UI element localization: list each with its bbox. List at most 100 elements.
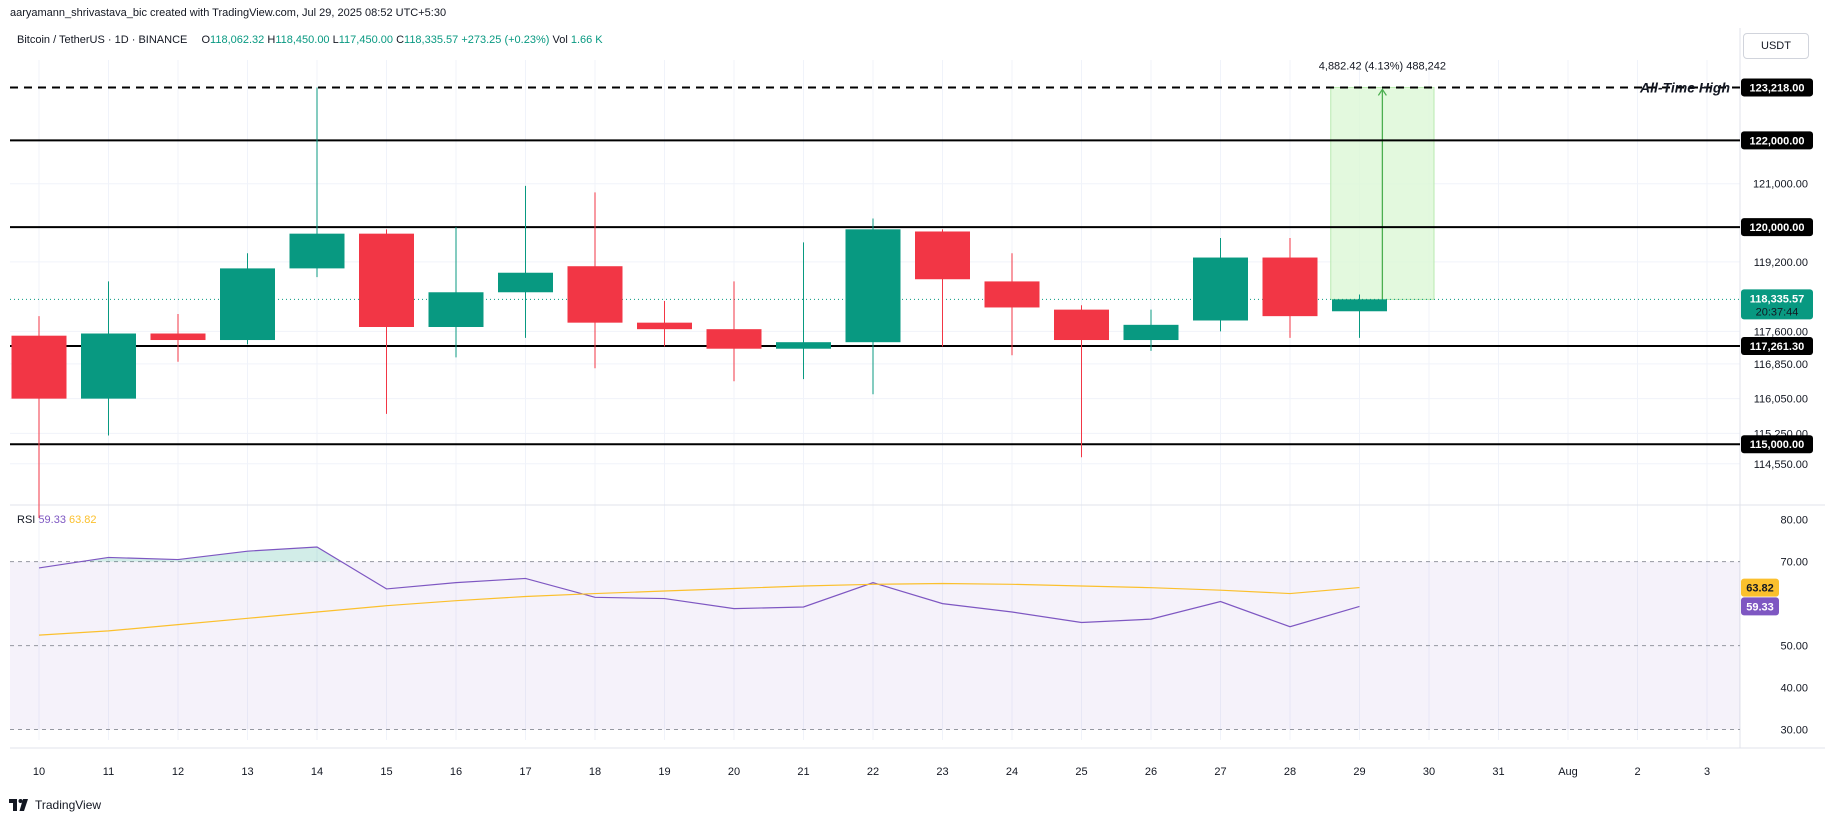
tradingview-logo-icon xyxy=(9,799,28,811)
currency-selector[interactable]: USDT xyxy=(1743,33,1809,59)
time-axis-tick: 27 xyxy=(1214,766,1226,778)
rsi-axis-tick: 70.00 xyxy=(1780,557,1808,569)
level-price-tag-label: 120,000.00 xyxy=(1749,222,1804,234)
rsi-axis-tick: 80.00 xyxy=(1780,515,1808,527)
candle-body[interactable] xyxy=(567,266,623,323)
low-label: L xyxy=(332,34,339,46)
rsi-ma-legend-value: 63.82 xyxy=(69,514,97,526)
price-range-label: 4,882.42 (4.13%) 488,242 xyxy=(1319,60,1446,72)
time-axis-tick: 28 xyxy=(1284,766,1296,778)
time-axis-tick: 22 xyxy=(867,766,879,778)
symbol-legend: Bitcoin / TetherUS · 1D · BINANCE O118,0… xyxy=(17,34,603,46)
candle-body[interactable] xyxy=(776,342,831,349)
high-value: 118,450.00 xyxy=(275,34,330,46)
time-axis-tick: 23 xyxy=(936,766,948,778)
candle-body[interactable] xyxy=(11,335,67,399)
time-axis-tick: 2 xyxy=(1634,766,1640,778)
change-value: +273.25 (+0.23%) xyxy=(461,34,550,46)
time-axis-tick: 15 xyxy=(380,766,392,778)
high-label: H xyxy=(267,34,276,46)
candle-body[interactable] xyxy=(984,281,1040,308)
time-axis-tick: 10 xyxy=(33,766,45,778)
candle-body[interactable] xyxy=(150,333,206,341)
rsi-axis-tick: 50.00 xyxy=(1780,641,1808,653)
time-axis-tick: Aug xyxy=(1558,766,1578,778)
rsi-legend: RSI 59.33 63.82 xyxy=(17,514,97,526)
time-axis-tick: 31 xyxy=(1492,766,1504,778)
level-price-tag xyxy=(1741,435,1813,454)
candle-body[interactable] xyxy=(359,233,414,327)
time-axis-tick: 16 xyxy=(450,766,462,778)
countdown-label: 20:37:44 xyxy=(1756,306,1799,318)
time-axis-tick: 20 xyxy=(728,766,740,778)
level-price-tag-label: 122,000.00 xyxy=(1749,135,1804,147)
rsi-legend-value: 59.33 xyxy=(38,514,66,526)
time-axis-tick: 25 xyxy=(1075,766,1087,778)
last-price-tag-label: 118,335.57 xyxy=(1750,293,1804,305)
tradingview-logo: TradingView xyxy=(9,798,101,812)
time-axis-tick: 24 xyxy=(1006,766,1018,778)
level-price-tag-label: 117,261.30 xyxy=(1750,341,1804,353)
price-axis-tick: 116,850.00 xyxy=(1754,359,1808,371)
candle-body[interactable] xyxy=(1054,309,1109,341)
attribution-text: aaryamann_shrivastava_bic created with T… xyxy=(10,7,447,19)
time-axis-tick: 30 xyxy=(1423,766,1435,778)
candle-body[interactable] xyxy=(428,292,484,327)
level-price-tag xyxy=(1741,131,1813,150)
time-axis-tick: 21 xyxy=(797,766,809,778)
rsi-value-tag xyxy=(1741,578,1779,597)
candle-body[interactable] xyxy=(915,231,970,280)
close-label: C xyxy=(396,34,405,46)
candle-body[interactable] xyxy=(1262,257,1318,317)
time-axis-tick: 26 xyxy=(1145,766,1157,778)
time-axis-tick: 11 xyxy=(103,766,114,778)
time-axis-tick: 13 xyxy=(241,766,253,778)
time-axis-tick: 12 xyxy=(172,766,184,778)
price-axis-tick: 117,600.00 xyxy=(1754,326,1808,338)
level-price-tag xyxy=(1741,218,1813,237)
brand-name: TradingView xyxy=(35,798,102,812)
candle-body[interactable] xyxy=(637,322,692,330)
volume-label: Vol xyxy=(552,34,568,46)
last-price-tag xyxy=(1741,289,1813,320)
candle-body[interactable] xyxy=(289,233,345,269)
rsi-axis-tick: 30.00 xyxy=(1780,725,1808,737)
candle-body[interactable] xyxy=(706,329,762,349)
candle-body[interactable] xyxy=(845,229,901,343)
low-value: 117,450.00 xyxy=(338,34,393,46)
rsi-value-tag-label: 63.82 xyxy=(1746,583,1774,595)
candle-body[interactable] xyxy=(1123,324,1179,341)
level-price-tag xyxy=(1741,337,1813,356)
candle-body[interactable] xyxy=(81,333,136,399)
time-axis-tick: 17 xyxy=(519,766,531,778)
price-axis-tick: 116,050.00 xyxy=(1754,394,1808,406)
all-time-high-label: All-Time High xyxy=(1639,79,1730,95)
time-axis-tick: 19 xyxy=(658,766,670,778)
price-axis-tick: 121,000.00 xyxy=(1753,179,1808,191)
candle-body[interactable] xyxy=(1332,299,1387,312)
level-price-tag-label: 123,218.00 xyxy=(1749,82,1804,94)
price-axis-tick: 114,550.00 xyxy=(1754,459,1808,471)
open-label: O xyxy=(201,34,211,46)
price-range-arrowhead xyxy=(1377,88,1387,96)
rsi-axis-tick: 40.00 xyxy=(1780,683,1808,695)
time-axis-tick: 3 xyxy=(1704,766,1710,778)
time-axis-tick: 14 xyxy=(311,766,323,778)
level-price-tag xyxy=(1741,78,1813,97)
rsi-ma-line[interactable] xyxy=(38,582,1360,636)
candle-body[interactable] xyxy=(498,272,553,293)
time-axis-tick: 29 xyxy=(1353,766,1365,778)
candle-body[interactable] xyxy=(1193,257,1248,321)
price-axis-tick: 119,200.00 xyxy=(1754,257,1808,269)
close-value: 118,335.57 xyxy=(404,34,459,46)
candle-body[interactable] xyxy=(220,268,275,341)
level-price-tag-label: 115,000.00 xyxy=(1750,439,1804,451)
volume-value: 1.66 K xyxy=(570,34,603,46)
symbol-title[interactable]: Bitcoin / TetherUS · 1D · BINANCE xyxy=(17,34,188,46)
rsi-value-tag-label: 59.33 xyxy=(1746,601,1774,613)
open-value: 118,062.32 xyxy=(210,34,265,46)
rsi-title[interactable]: RSI xyxy=(17,514,36,526)
rsi-line[interactable] xyxy=(38,546,1360,628)
rsi-value-tag xyxy=(1741,597,1779,616)
